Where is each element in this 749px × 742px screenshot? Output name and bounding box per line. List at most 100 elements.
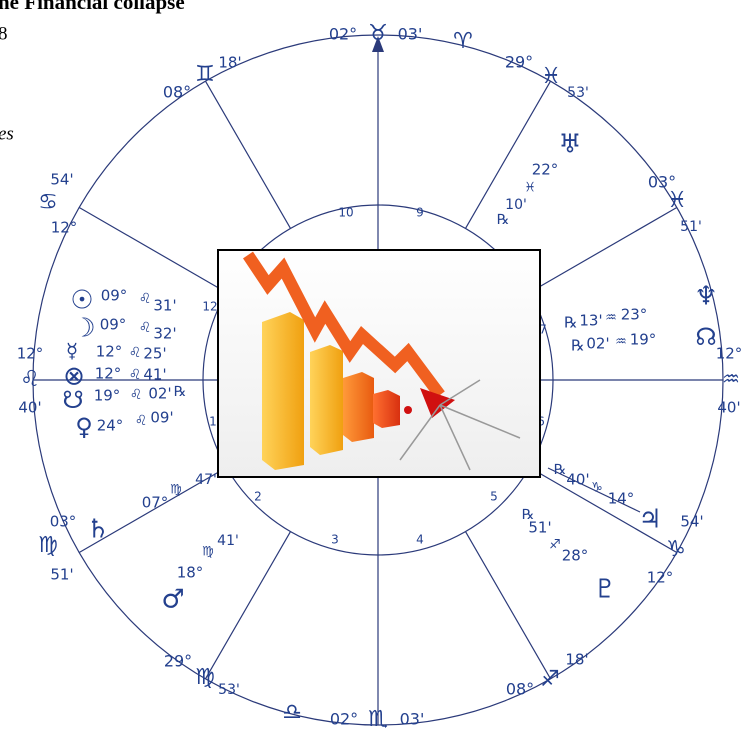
planet-label: 23° xyxy=(621,306,648,324)
cusp-label: 12° xyxy=(51,219,78,237)
planet-label: ♒ xyxy=(605,311,617,326)
planet-label: ♌ xyxy=(139,320,152,336)
cusp-label: ♑ xyxy=(666,537,686,562)
planet-label: ♐ xyxy=(549,538,561,553)
planet-label: ☉ xyxy=(70,286,93,316)
planet-label: 28° xyxy=(562,547,589,565)
planet-label: 18° xyxy=(177,564,204,582)
planet-label: ♌ xyxy=(135,413,148,429)
cusp-label: 03' xyxy=(400,710,425,729)
house-number: 9 xyxy=(416,206,424,220)
planet-label: 22° xyxy=(532,161,559,179)
planet-label: ℞ xyxy=(497,212,510,228)
planet-label: ♌ xyxy=(139,291,152,307)
cusp-label: 40' xyxy=(717,399,740,417)
house-cusp-line xyxy=(466,532,551,679)
chart-wheel: ne Financial collapse 8 es 02°♉03'♈29°♓5… xyxy=(0,0,749,742)
cusp-label: ♓ xyxy=(667,188,687,213)
planet-label: 09' xyxy=(150,409,173,427)
sign-glyph: ♈ xyxy=(453,29,473,54)
house-number: 10 xyxy=(338,206,353,220)
planet-label: 25' xyxy=(143,345,166,363)
cusp-label: 08° xyxy=(506,680,534,699)
cusp-label: 29° xyxy=(505,53,533,72)
planet-label: ♌ xyxy=(129,367,142,383)
planet-label: ♑ xyxy=(591,481,603,496)
cusp-label: ♓ xyxy=(541,64,561,89)
cusp-label: 08° xyxy=(163,83,191,102)
planet-label: ♀ xyxy=(75,413,93,441)
planet-label: ℞ xyxy=(564,314,577,332)
cusp-label: 53' xyxy=(218,682,240,698)
planet-label: 12° xyxy=(96,343,123,361)
cusp-label: 29° xyxy=(164,652,192,671)
planet-label: ℞ xyxy=(571,337,584,355)
planet-label: 09° xyxy=(101,287,128,305)
planet-label: ♍ xyxy=(170,483,182,498)
planet-label: 14° xyxy=(608,490,635,508)
cusp-label: ♉ xyxy=(368,21,388,46)
cusp-label: 12° xyxy=(716,345,743,363)
planet-label: ♇ xyxy=(593,575,616,605)
planet-label: ♌ xyxy=(130,387,143,403)
cusp-label: 40' xyxy=(18,399,41,417)
house-cusp-line xyxy=(530,208,677,293)
planet-label: ♌ xyxy=(129,345,142,361)
subtitle: 8 xyxy=(0,23,8,44)
planet-label: 07° xyxy=(142,494,169,512)
cusp-label: 02° xyxy=(330,710,358,729)
cusp-label: ♌ xyxy=(20,367,40,392)
house-number: 4 xyxy=(416,533,424,547)
house-cusp-line xyxy=(206,81,291,228)
planet-label: 47' xyxy=(195,472,217,488)
cusp-label: ♋ xyxy=(38,190,58,215)
planet-label: 19° xyxy=(630,331,657,349)
planet-label: 41' xyxy=(143,366,166,384)
cusp-label: 51' xyxy=(680,219,702,235)
cusp-label: ♍ xyxy=(195,665,215,690)
planet-label: 12° xyxy=(95,365,122,383)
house-number: 5 xyxy=(490,490,498,504)
cusp-label: 54' xyxy=(50,171,73,189)
planet-label: 09° xyxy=(100,316,127,334)
planet-label: ♓ xyxy=(524,181,536,196)
house-cusp-line xyxy=(206,532,291,679)
planet-label: 19° xyxy=(94,387,121,405)
planet-label: ♆ xyxy=(694,282,717,312)
cusp-label: ♏ xyxy=(368,707,388,732)
planet-label: ☋ xyxy=(62,386,83,414)
house-number: 1 xyxy=(209,415,217,429)
house-number: 2 xyxy=(254,490,262,504)
planet-label: 32' xyxy=(153,325,176,343)
cusp-label: 18' xyxy=(218,54,241,72)
planet-label: 02' xyxy=(148,385,171,403)
planet-label: 02' xyxy=(586,335,609,353)
cusp-label: 18' xyxy=(565,651,588,669)
cusp-label: 03' xyxy=(398,25,423,44)
cusp-label: 53' xyxy=(567,85,589,101)
planet-label: 40' xyxy=(566,471,589,489)
caption: es xyxy=(0,123,14,144)
cusp-label: 54' xyxy=(680,513,703,531)
planet-label: 41' xyxy=(217,533,239,549)
planet-label: ☿ xyxy=(66,339,78,363)
planet-label: 13' xyxy=(579,312,602,330)
planet-label: ♃ xyxy=(638,505,661,535)
cusp-label: 12° xyxy=(647,569,674,587)
house-number: 3 xyxy=(331,533,339,547)
planet-label: ♄ xyxy=(86,515,109,545)
planet-label: ♍ xyxy=(202,545,214,560)
house-number: 12 xyxy=(202,300,217,314)
cusp-label: 51' xyxy=(50,566,73,584)
planet-label: ♂ xyxy=(161,585,184,615)
planet-label: ☊ xyxy=(695,323,716,351)
planet-label: 24° xyxy=(97,417,124,435)
house-cusp-line xyxy=(79,208,226,293)
planet-label: ♅ xyxy=(558,130,581,160)
cusp-label: 12° xyxy=(17,345,44,363)
cusp-label: ♐ xyxy=(540,667,560,692)
cusp-label: 02° xyxy=(329,25,357,44)
cusp-label: ♍ xyxy=(38,533,58,558)
cusp-label: 03° xyxy=(50,513,77,531)
planet-label: ℞ xyxy=(174,384,187,400)
